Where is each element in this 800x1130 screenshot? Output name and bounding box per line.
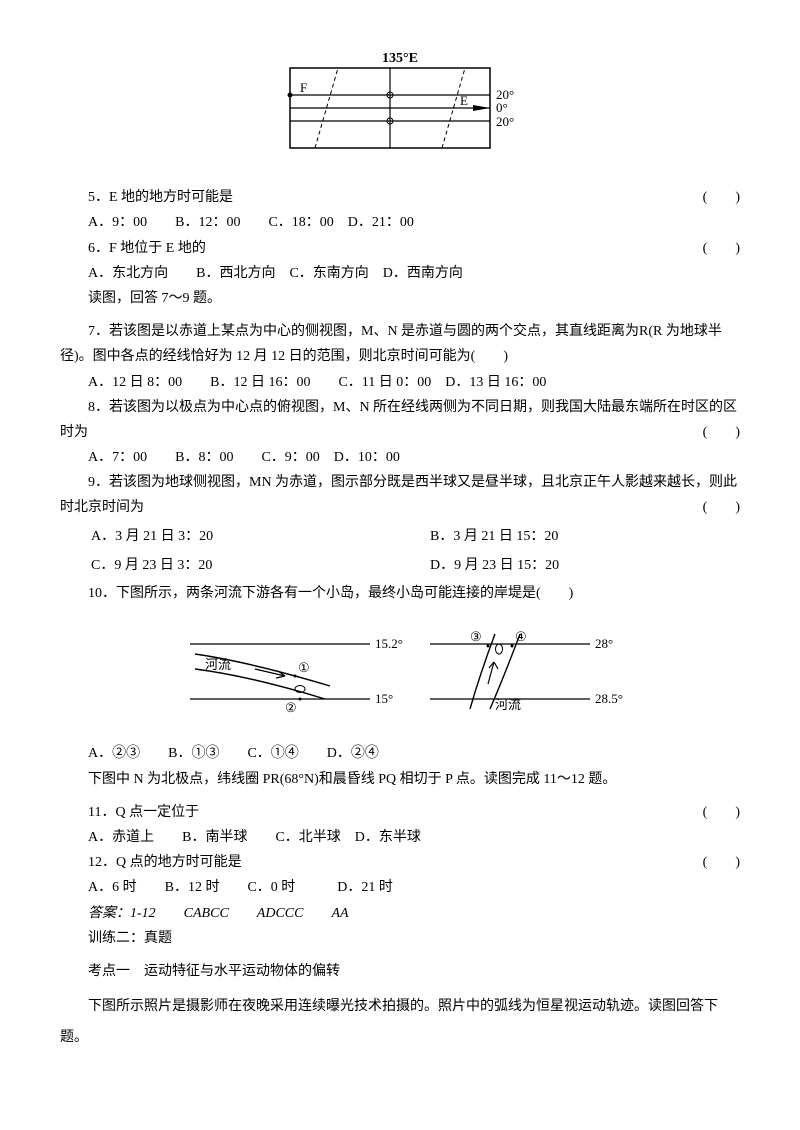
mark-4: ④ [515, 629, 527, 644]
lat-label: 28.5° [595, 691, 623, 706]
lat-label: 20° [496, 114, 514, 129]
river-label: 河流 [495, 697, 521, 712]
lead-7-9: 读图，回答 7～9 题。 [60, 286, 740, 311]
q10-stem: 10．下图所示，两条河流下游各有一个小岛，最终小岛可能连接的岸堤是( ) [60, 581, 740, 606]
dot [487, 645, 490, 648]
paren: ( ) [675, 495, 740, 520]
lat-label: 0° [496, 100, 508, 115]
island [496, 644, 503, 654]
paren: ( ) [675, 800, 740, 825]
q11-text: 11．Q 点一定位于 [88, 805, 199, 820]
paren: ( ) [675, 236, 740, 261]
q12-text: 12．Q 点的地方时可能是 [88, 855, 242, 870]
q6-text: 6．F 地位于 E 地的 [88, 241, 206, 256]
q9-text: 9．若该图为地球侧视图，MN 为赤道，图示部分既是西半球又是昼半球，且北京正午人… [60, 475, 737, 515]
answers: 答案：1-12 CABCC ADCCC AA [60, 901, 740, 926]
river-label: 河流 [205, 657, 231, 672]
lon-label: 135°E [382, 51, 418, 66]
q9-optB: B．3 月 21 日 15：20 [429, 523, 766, 550]
q10-options: A．②③ B．①③ C．①④ D．②④ [60, 741, 740, 766]
q6-stem: 6．F 地位于 E 地的 ( ) [60, 236, 740, 261]
paren: ( ) [675, 420, 740, 445]
photo-lead: 下图所示照片是摄影师在夜晚采用连续曝光技术拍摄的。照片中的弧线为恒星视运动轨迹。… [60, 992, 740, 1054]
q5-text: 5．E 地的地方时可能是 [88, 190, 233, 205]
mark-3: ③ [470, 629, 482, 644]
dot [299, 698, 302, 701]
q11-stem: 11．Q 点一定位于 ( ) [60, 800, 740, 825]
q9-stem: 9．若该图为地球侧视图，MN 为赤道，图示部分既是西半球又是昼半球，且北京正午人… [60, 470, 740, 520]
paren: ( ) [675, 185, 740, 210]
diagram-1: 135°E F E 20° 0° 20° [60, 48, 740, 177]
lead-11-12: 下图中 N 为北极点，纬线圈 PR(68°N)和晨昏线 PQ 相切于 P 点。读… [60, 767, 740, 792]
dot [294, 675, 297, 678]
diagram-2: 15.2° 15° 河流 ① ② 28° 28.5° 河流 ③ ④ [60, 614, 740, 733]
training-2: 训练二：真题 [60, 926, 740, 951]
arrow-e [473, 105, 490, 111]
q8-text: 8．若该图为以极点为中心点的俯视图，M、N 所在经线两侧为不同日期，则我国大陆最… [60, 400, 737, 440]
q8-options: A．7：00 B．8：00 C．9：00 D．10：00 [60, 445, 740, 470]
q7-stem: 7．若该图是以赤道上某点为中心的侧视图，M、N 是赤道与圆的两个交点，其直线距离… [60, 319, 740, 369]
paren: ( ) [675, 850, 740, 875]
q11-options: A．赤道上 B．南半球 C．北半球 D．东半球 [60, 825, 740, 850]
q5-stem: 5．E 地的地方时可能是 ( ) [60, 185, 740, 210]
label-f: F [300, 80, 307, 95]
mark-2: ② [285, 700, 297, 715]
lat-label: 28° [595, 636, 613, 651]
q6-options: A．东北方向 B．西北方向 C．东南方向 D．西南方向 [60, 261, 740, 286]
map-diagram-svg: 135°E F E 20° 0° 20° [260, 48, 540, 168]
rivers-svg: 15.2° 15° 河流 ① ② 28° 28.5° 河流 ③ ④ [170, 614, 630, 724]
q9-optA: A．3 月 21 日 3：20 [90, 523, 427, 550]
q12-stem: 12．Q 点的地方时可能是 ( ) [60, 850, 740, 875]
q9-options-table: A．3 月 21 日 3：20 B．3 月 21 日 15：20 C．9 月 2… [88, 521, 768, 581]
q7-options: A．12 日 8：00 B．12 日 16：00 C．11 日 0：00 D．1… [60, 370, 740, 395]
q8-stem: 8．若该图为以极点为中心点的俯视图，M、N 所在经线两侧为不同日期，则我国大陆最… [60, 395, 740, 445]
q9-optD: D．9 月 23 日 15：20 [429, 552, 766, 579]
kaodian-1: 考点一 运动特征与水平运动物体的偏转 [60, 959, 740, 984]
lat-label: 15° [375, 691, 393, 706]
lat-label: 15.2° [375, 636, 403, 651]
q12-options: A．6 时 B．12 时 C．0 时 D．21 时 [60, 875, 740, 900]
point-f [288, 93, 293, 98]
label-e: E [460, 93, 468, 108]
dot [511, 645, 514, 648]
q5-options: A．9：00 B．12：00 C．18：00 D．21：00 [60, 210, 740, 235]
q9-optC: C．9 月 23 日 3：20 [90, 552, 427, 579]
mark-1: ① [298, 660, 310, 675]
